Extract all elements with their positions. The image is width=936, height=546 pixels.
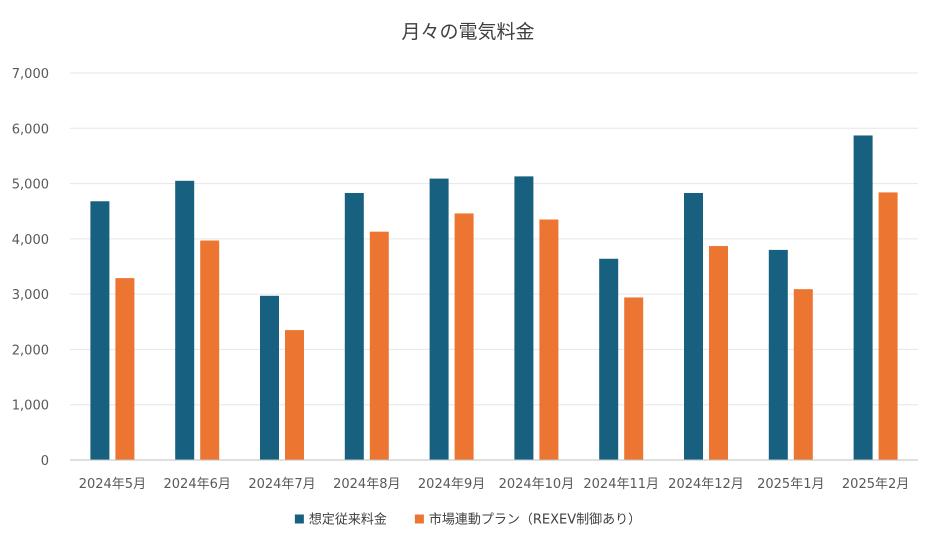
y-tick-label: 4,000 — [12, 233, 49, 248]
bar — [709, 246, 728, 460]
x-tick-label: 2024年11月 — [583, 477, 659, 492]
legend-swatch — [294, 514, 304, 524]
legend: 想定従来料金 市場連動プラン（REXEV制御あり） — [294, 512, 641, 528]
bar — [768, 249, 788, 460]
x-tick-label: 2024年12月 — [668, 477, 744, 492]
bar — [684, 192, 703, 460]
bar — [599, 258, 619, 460]
bar — [90, 201, 110, 460]
y-tick-label: 0 — [41, 454, 49, 469]
bars — [90, 135, 898, 461]
y-tick-label: 6,000 — [12, 122, 49, 137]
x-tick-label: 2024年5月 — [79, 477, 146, 492]
bar — [369, 231, 389, 460]
bar — [793, 289, 813, 460]
x-tick-label: 2024年9月 — [418, 477, 485, 492]
bar — [624, 297, 644, 460]
y-tick-label: 5,000 — [12, 178, 49, 193]
y-tick-label: 1,000 — [12, 399, 49, 414]
x-tick-label: 2024年7月 — [248, 477, 315, 492]
chart-title: 月々の電気料金 — [401, 21, 534, 43]
bar — [175, 180, 195, 461]
y-tick-label: 7,000 — [12, 67, 49, 82]
x-tick-label: 2024年10月 — [499, 477, 575, 492]
bar — [429, 178, 449, 461]
legend-swatch — [414, 514, 424, 524]
x-tick-label: 2024年8月 — [333, 477, 400, 492]
bar — [285, 330, 304, 460]
bar — [539, 219, 559, 460]
bar — [260, 295, 279, 460]
x-tick-label: 2025年1月 — [757, 477, 824, 492]
bar — [454, 213, 474, 460]
bar — [200, 240, 220, 460]
legend-label: 想定従来料金 — [309, 512, 387, 528]
bar — [344, 192, 364, 460]
bar — [878, 192, 898, 460]
bar — [853, 135, 873, 461]
y-tick-label: 3,000 — [12, 288, 49, 303]
x-tick-label: 2025年2月 — [842, 477, 909, 492]
legend-label: 市場連動プラン（REXEV制御あり） — [429, 512, 641, 528]
bar — [115, 278, 135, 460]
x-tick-label: 2024年6月 — [164, 477, 231, 492]
gridlines — [70, 72, 918, 406]
x-axis-ticks: 2024年5月 2024年6月 2024年7月 2024年8月 2024年9月 2024年… — [79, 477, 910, 492]
y-axis-ticks: 0 1,000 2,000 3,000 4,000 5,000 6,000 7,000 — [12, 67, 49, 469]
bar — [514, 176, 534, 461]
y-tick-label: 2,000 — [12, 343, 49, 358]
